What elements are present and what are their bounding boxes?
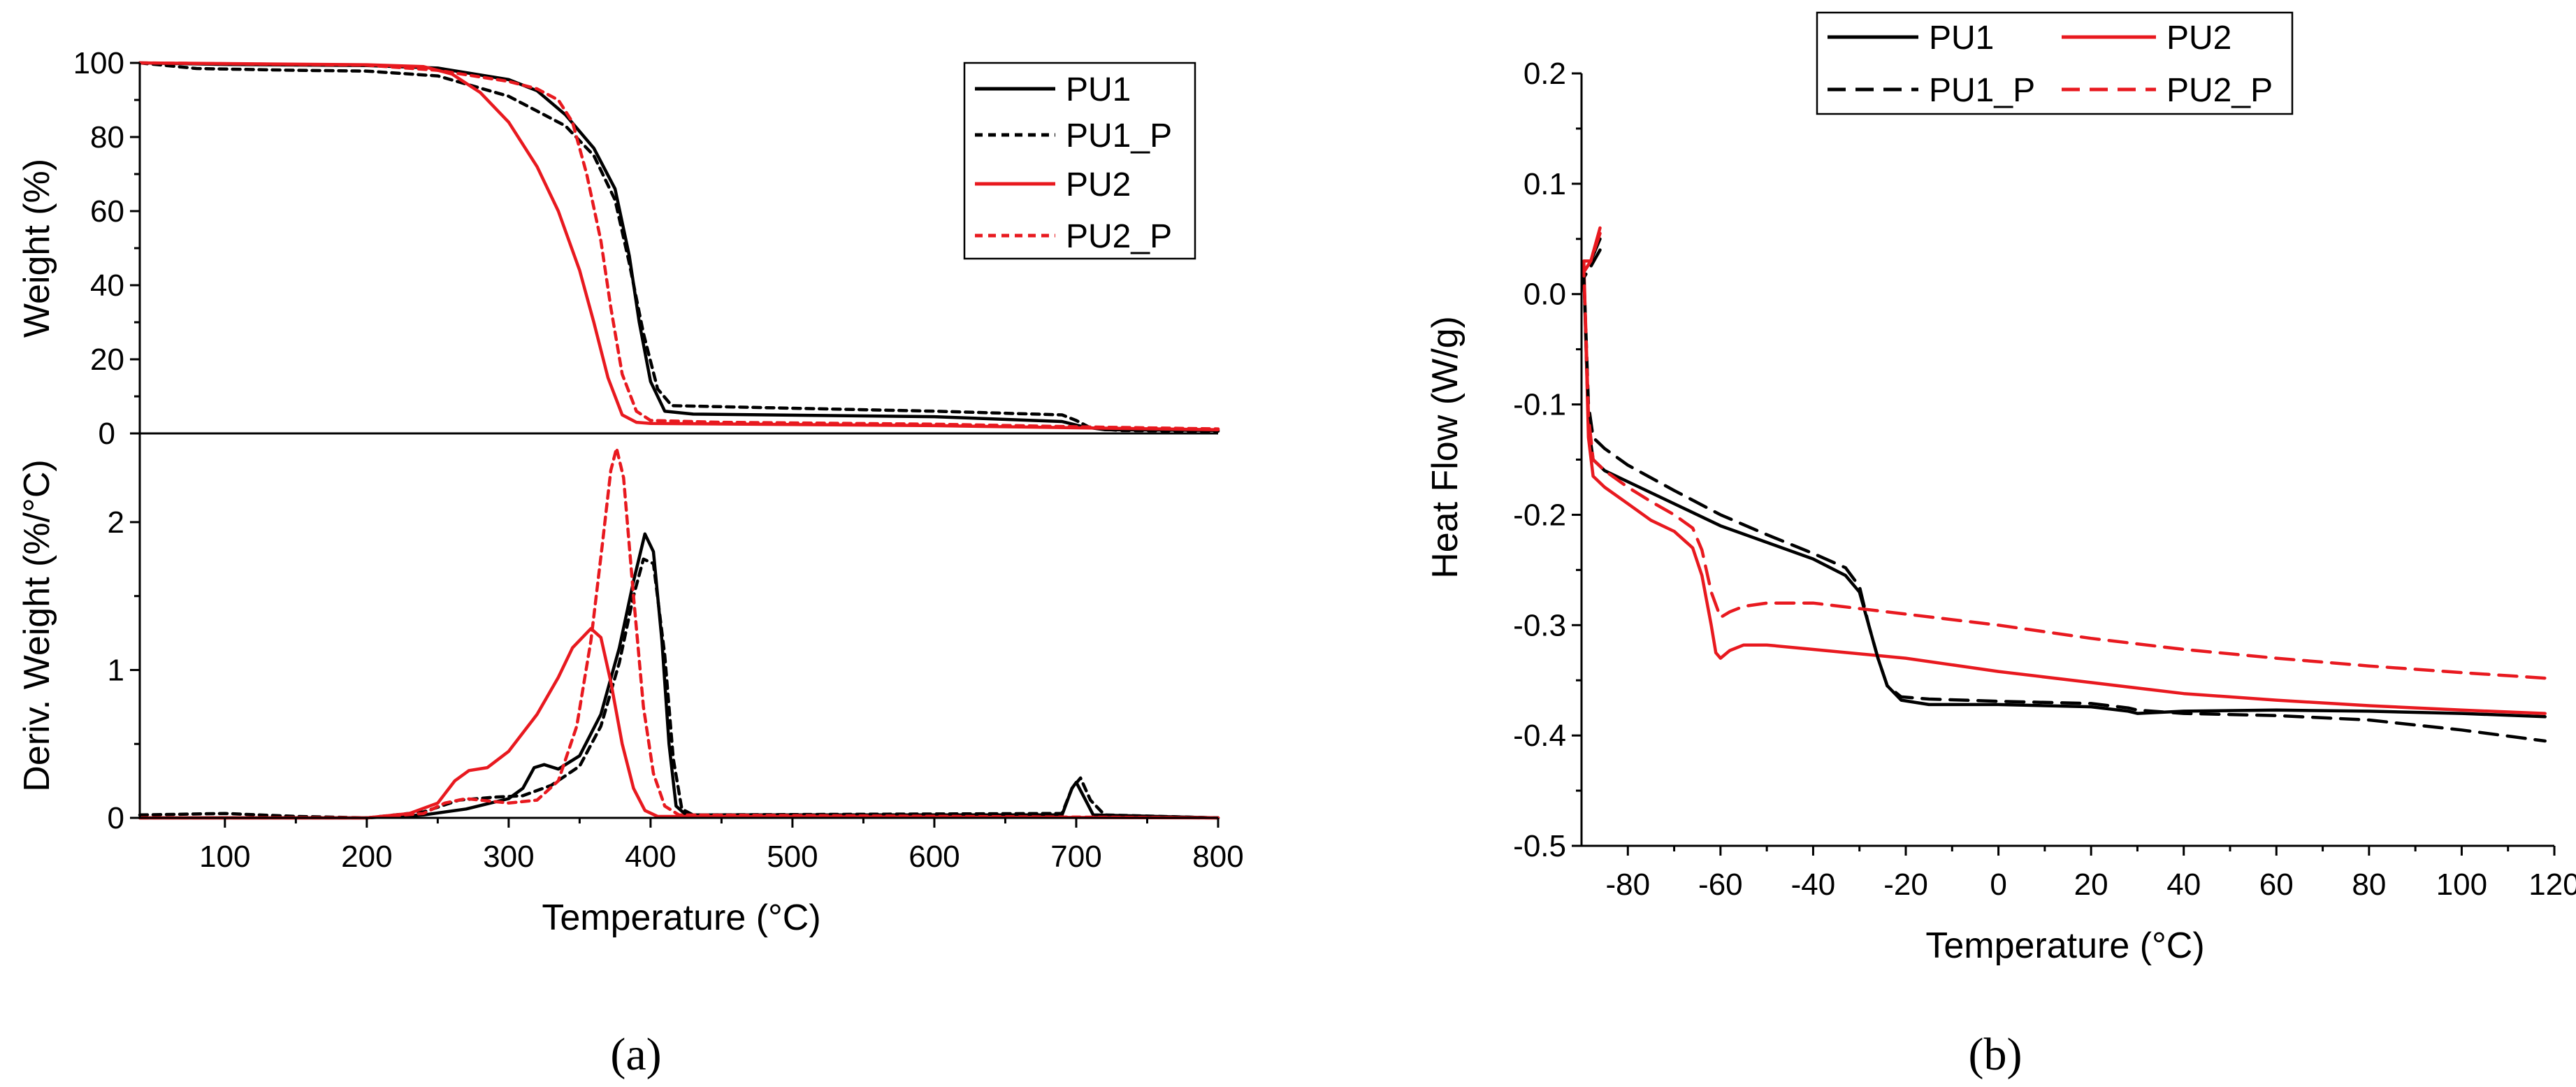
y-tick-label: 1 [108, 653, 124, 687]
y-tick-label: 0.1 [1524, 167, 1566, 201]
panel-b-x-label: Temperature (°C) [1925, 926, 2204, 966]
panel-b-legend-box [1816, 11, 2294, 115]
series-line-pu2 [138, 626, 1220, 820]
y-tick-label: 60 [90, 194, 124, 229]
series-line-pu1 [138, 61, 1220, 433]
series-line-pu1-p [138, 557, 1220, 820]
y-tick-label: 0.0 [1524, 278, 1566, 312]
legend-b-label-pu2-p: PU2_P [2166, 72, 2273, 109]
x-tick-label: 300 [483, 840, 534, 874]
x-tick-label: 400 [625, 840, 676, 874]
y-tick-label: -0.4 [1513, 719, 1566, 753]
legend-label-pu1-p: PU1_P [1066, 117, 1172, 154]
series-line-pu2-p [138, 61, 1220, 431]
panel-a-top-y-label: Weight (%) [17, 159, 57, 338]
y-tick-label: 20 [90, 343, 124, 377]
panel-a-label: (a) [610, 1029, 661, 1080]
x-tick-label: 40 [2166, 868, 2201, 902]
x-tick-label: 120 [2528, 868, 2576, 902]
panel-b-y-ticks: -0.5 -0.4 -0.3 -0.2 -0.1 0.0 0.1 0.2 [1513, 57, 1582, 863]
panel-a-bottom-y-label: Deriv. Weight (%/°C) [17, 459, 57, 791]
x-tick-label: 60 [2259, 868, 2294, 902]
panel-b-label: (b) [1969, 1029, 2023, 1080]
x-tick-label: 80 [2352, 868, 2386, 902]
legend-label-pu2: PU2 [1066, 166, 1131, 203]
y-tick-label: -0.2 [1513, 498, 1566, 532]
legend-b-label-pu1: PU1 [1929, 20, 1994, 57]
series-line-pu2-p [1582, 231, 2547, 680]
panel-a-top-series-layer [138, 61, 1220, 433]
series-line-pu2-p [138, 446, 1220, 820]
x-tick-label: 100 [2436, 868, 2487, 902]
x-tick-label: 20 [2074, 868, 2108, 902]
panel-b-heat-flow-plot: -0.5-0.4-0.3-0.2-0.10.00.10.2 -80 -60 -40-… [1425, 11, 2576, 966]
x-tick-label: 100 [199, 840, 250, 874]
x-tick-label: -20 [1883, 868, 1928, 902]
y-tick-label: 0.2 [1524, 57, 1566, 91]
series-line-pu1 [138, 532, 1220, 820]
y-tick-label: 40 [90, 268, 124, 303]
panel-a-bottom-y-ticks: 0 1 2 [108, 505, 140, 835]
panel-a-bottom-series-layer [138, 446, 1220, 820]
x-tick-label: 800 [1192, 840, 1243, 874]
panel-b-y-label: Heat Flow (W/g) [1425, 316, 1466, 579]
panel-b-series-layer [1582, 226, 2547, 743]
panel-a-top-overlap-zero-label: 0 [99, 417, 115, 451]
x-tick-label: -80 [1605, 868, 1650, 902]
y-tick-label: 80 [90, 120, 124, 154]
y-tick-label: -0.5 [1513, 829, 1566, 863]
series-line-pu2 [1582, 226, 2547, 715]
x-tick-label: 0 [1990, 868, 2006, 902]
panel-a-derivative-plot: 0 1 2 100 200 300 400 500 600 700 800 Deriv. Weig… [17, 433, 1244, 938]
series-line-pu1-p [1582, 248, 2547, 743]
series-line-pu1 [1582, 237, 2547, 719]
x-tick-label: -40 [1791, 868, 1836, 902]
panel-a-legend: PU1 PU1_P PU2 PU2_P [963, 62, 1196, 260]
panel-a-legend-box [963, 62, 1196, 260]
x-tick-label: -60 [1698, 868, 1743, 902]
legend-label-pu2-p: PU2_P [1066, 218, 1172, 255]
x-tick-label: 200 [341, 840, 392, 874]
panel-a-weight-plot: 20 40 60 80 100 0 Weight (%) PU1 PU1_P PU2 P… [17, 46, 1220, 451]
panel-a-top-y-ticks: 20 40 60 80 100 [73, 46, 140, 435]
panel-b-x-ticks: -80 -60 -40 -20 0 20 40 60 80 100 120 [1605, 846, 2576, 902]
x-tick-label: 500 [767, 840, 818, 874]
series-line-pu2 [138, 61, 1220, 431]
x-tick-label: 600 [909, 840, 960, 874]
series-line-pu1-p [138, 61, 1220, 433]
y-tick-label: 0 [108, 801, 124, 835]
x-tick-label: 700 [1050, 840, 1101, 874]
panel-a-x-label: Temperature (°C) [542, 898, 820, 938]
panel-a-bottom-x-ticks: 100 200 300 400 500 600 700 800 [199, 818, 1244, 874]
y-tick-label: 2 [108, 505, 124, 540]
legend-b-label-pu2: PU2 [2166, 20, 2231, 57]
legend-b-label-pu1-p: PU1_P [1929, 72, 2035, 109]
legend-label-pu1: PU1 [1066, 71, 1131, 108]
y-tick-label: -0.1 [1513, 388, 1566, 422]
panel-b-legend: PU1 PU2 PU1_P PU2_P [1816, 11, 2294, 115]
y-tick-label: -0.3 [1513, 608, 1566, 642]
y-tick-label: 100 [73, 46, 124, 80]
